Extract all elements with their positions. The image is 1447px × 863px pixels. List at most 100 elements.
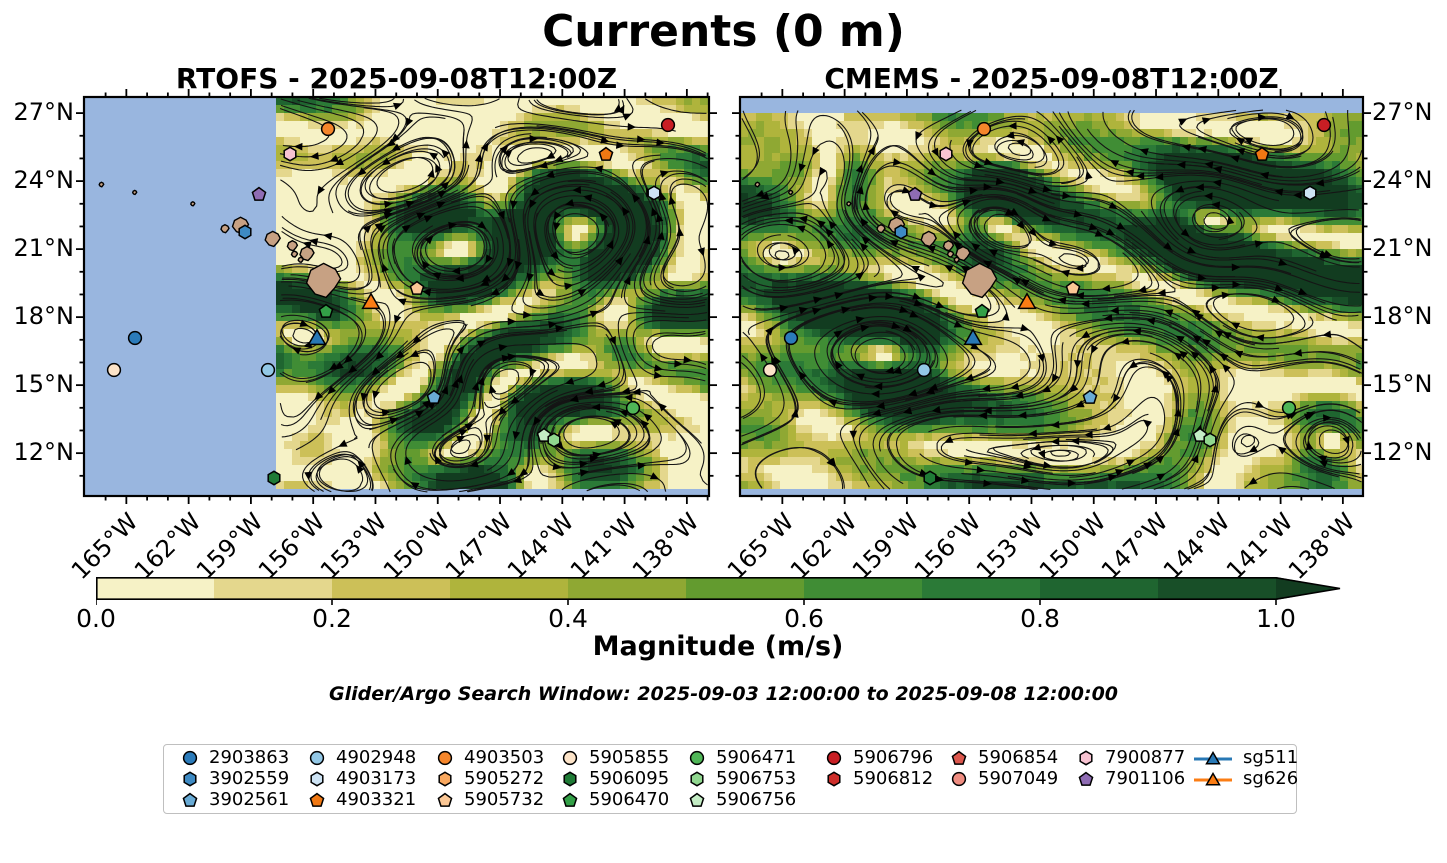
map-marker-2903863: [783, 330, 799, 350]
legend-entry-5906753: 5906753: [689, 768, 796, 789]
legend-label: 4903321: [336, 789, 417, 810]
legend-entry-4903321: 4903321: [309, 789, 416, 810]
map-marker-5906756: [1192, 427, 1208, 447]
lat-tick-label: 15°N: [13, 370, 75, 399]
legend-entry-5906471: 5906471: [689, 747, 796, 768]
map-marker-4903503: [320, 121, 336, 141]
lat-tick-label: 15°N: [1372, 370, 1433, 399]
legend-label: 5906470: [589, 789, 670, 810]
map-marker-7900877: [938, 146, 954, 166]
legend-entry-5906854: 5906854: [951, 747, 1058, 768]
legend-label: 5906756: [716, 789, 797, 810]
legend-entry-5905272: 5905272: [437, 768, 544, 789]
colorbar-tick-label: 0.6: [784, 604, 824, 633]
legend-label: 5905732: [464, 789, 545, 810]
map-marker-3902559: [893, 224, 909, 244]
pentagon-marker-icon: [437, 792, 453, 808]
pentagon-marker-icon: [1078, 771, 1094, 787]
colorbar-tick-label: 0.4: [548, 604, 588, 633]
legend-entry-5906796: 5906796: [826, 747, 933, 768]
legend-entry-5905855: 5905855: [562, 747, 669, 768]
legend-label: 3902559: [209, 768, 290, 789]
map-marker-5906796: [1316, 117, 1332, 137]
legend-label: 4903173: [336, 768, 417, 789]
legend-label: 5905855: [589, 747, 670, 768]
lat-tick-label: 12°N: [13, 438, 75, 467]
legend-entry-4903173: 4903173: [309, 768, 416, 789]
hexagon-marker-icon: [182, 770, 198, 787]
map-marker-5906470: [974, 303, 990, 323]
legend-label: 2903863: [209, 747, 290, 768]
map-marker-sg626: [1017, 291, 1038, 316]
circle-marker-icon: [826, 750, 842, 766]
map-marker-5905732: [409, 280, 425, 300]
legend-label: 5906854: [978, 747, 1059, 768]
map-marker-5906756: [536, 427, 552, 447]
legend-label: 5907049: [978, 768, 1059, 789]
legend-entry-2903863: 2903863: [182, 747, 289, 768]
lat-tick-label: 27°N: [1372, 98, 1433, 127]
circle-marker-icon: [689, 750, 705, 766]
glider-marker-icon: [1194, 750, 1232, 766]
legend-entry-4903503: 4903503: [437, 747, 544, 768]
map-marker-5906470: [318, 303, 334, 323]
legend-label: 4902948: [336, 747, 417, 768]
figure-title: Currents (0 m): [542, 6, 905, 57]
map-marker-3902561: [426, 389, 442, 409]
lat-tick-label: 24°N: [13, 166, 75, 195]
hexagon-marker-icon: [826, 770, 842, 787]
legend-column: 5906471 5906753 5906756: [689, 747, 796, 810]
hexagon-marker-icon: [309, 770, 325, 787]
lat-tick-label: 12°N: [1372, 438, 1433, 467]
legend-entry-sg626: sg626: [1194, 768, 1298, 789]
legend-entry-5906095: 5906095: [562, 768, 669, 789]
legend-entry-5907049: 5907049: [951, 768, 1058, 789]
map-marker-5906471: [625, 400, 641, 420]
legend-label: 5906796: [853, 747, 934, 768]
hexagon-marker-icon: [689, 770, 705, 787]
circle-marker-icon: [182, 750, 198, 766]
glider-marker-icon: [1194, 771, 1232, 787]
map-marker-5905855: [106, 362, 122, 382]
legend-entry-3902561: 3902561: [182, 789, 289, 810]
panel-title-cmems: CMEMS - 2025-09-08T12:00Z: [824, 62, 1279, 95]
colorbar-tick-label: 0.0: [76, 604, 116, 633]
hexagon-marker-icon: [437, 770, 453, 787]
map-marker-5905732: [1065, 280, 1081, 300]
map-marker-7900877: [282, 146, 298, 166]
hexagon-marker-icon: [562, 770, 578, 787]
map-marker-5906471: [1281, 400, 1297, 420]
legend-entry-5906756: 5906756: [689, 789, 796, 810]
legend-label: 7900877: [1105, 747, 1186, 768]
map-marker-3902561: [1082, 389, 1098, 409]
map-marker-sg511: [963, 327, 984, 352]
legend-label: 5906753: [716, 768, 797, 789]
panel-title-rtofs: RTOFS - 2025-09-08T12:00Z: [175, 62, 618, 95]
legend-label: 5906471: [716, 747, 797, 768]
legend-label: 5905272: [464, 768, 545, 789]
legend-label: 3902561: [209, 789, 290, 810]
legend-column: 5906796 5906812: [826, 747, 933, 789]
legend-label: 4903503: [464, 747, 545, 768]
map-marker-4902948: [260, 362, 276, 382]
pentagon-marker-icon: [309, 792, 325, 808]
lat-tick-label: 18°N: [1372, 302, 1433, 331]
map-marker-5906753: [1202, 432, 1218, 452]
legend-label: 7901106: [1105, 768, 1186, 789]
lat-tick-label: 21°N: [13, 234, 75, 263]
map-marker-7901106: [251, 186, 267, 206]
map-panel-cmems: [732, 89, 1371, 504]
legend-column: sg511 sg626: [1194, 747, 1298, 789]
map-marker-4903321: [598, 146, 614, 166]
map-marker-4902948: [916, 362, 932, 382]
colorbar-tick-label: 1.0: [1256, 604, 1296, 633]
colorbar-tick-label: 0.2: [312, 604, 352, 633]
legend-entry-3902559: 3902559: [182, 768, 289, 789]
legend-column: 4903503 5905272 5905732: [437, 747, 544, 810]
pentagon-marker-icon: [182, 792, 198, 808]
legend-column: 7900877 7901106: [1078, 747, 1185, 789]
circle-marker-icon: [437, 750, 453, 766]
search-window-subtitle: Glider/Argo Search Window: 2025-09-03 12…: [328, 683, 1119, 705]
colorbar: [95, 577, 1346, 609]
legend-column: 5905855 5906095 5906470: [562, 747, 669, 810]
